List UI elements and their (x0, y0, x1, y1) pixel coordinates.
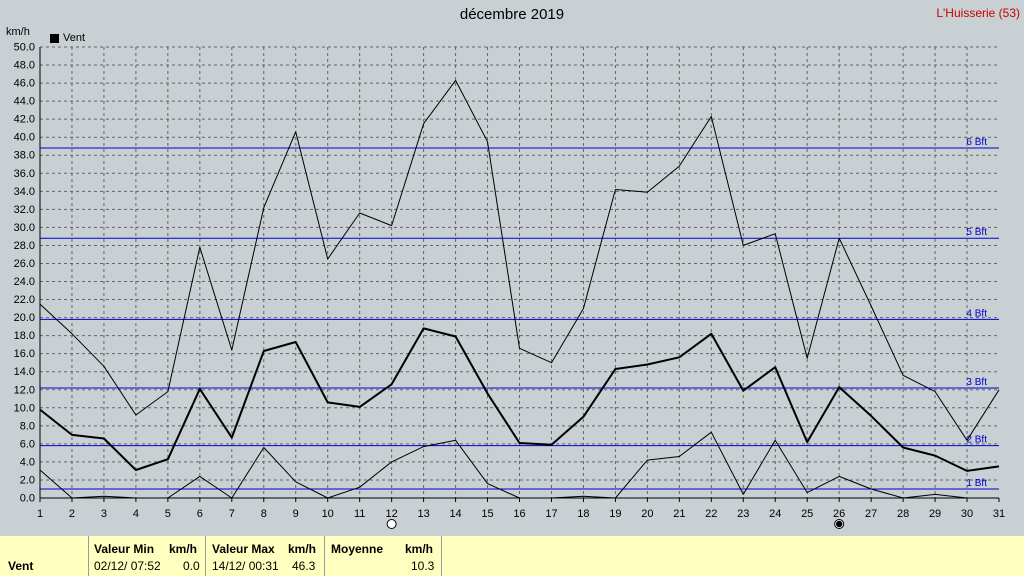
plot-area (40, 47, 999, 498)
y-tick-label: 22.0 (14, 294, 35, 306)
x-tick-label: 30 (961, 508, 973, 520)
y-tick-label: 12.0 (14, 384, 35, 396)
y-tick-label: 44.0 (14, 96, 35, 108)
x-tick-label: 12 (386, 508, 398, 520)
series-line-mean (39, 327, 1000, 472)
beaufort-label: 3 Bft (966, 377, 987, 388)
beaufort-label: 2 Bft (966, 435, 987, 446)
x-tick-label: 29 (929, 508, 941, 520)
stats-mean-unit: km/h (405, 542, 434, 556)
stats-min-unit: km/h (169, 542, 198, 556)
y-tick-label: 26.0 (14, 258, 35, 270)
legend-swatch (50, 33, 59, 43)
beaufort-label: 1 Bft (966, 478, 987, 489)
x-tick-label: 5 (165, 508, 171, 520)
x-tick-label: 27 (865, 508, 877, 520)
stats-panel: Vent Valeur Min km/h 02/12/ 07:52 0.0 Va… (0, 536, 1024, 576)
stats-min-header: Valeur Min (94, 542, 155, 556)
series-line-min (39, 431, 999, 499)
stats-min-cell: Valeur Min km/h 02/12/ 07:52 0.0 (88, 536, 205, 576)
y-tick-label: 0.0 (20, 493, 35, 505)
y-tick-label: 48.0 (14, 60, 35, 72)
stats-mean-value: 10.3 (411, 559, 435, 573)
y-tick-label: 42.0 (14, 114, 35, 126)
y-tick-label: 40.0 (14, 132, 35, 144)
x-tick-label: 20 (641, 508, 653, 520)
wind-chart: 0.0 2.0 4.0 6.0 8.0 10.0 12.0 14.0 16.0 18.0 20.0 2… (14, 42, 1005, 529)
stats-max-unit: km/h (288, 542, 317, 556)
y-tick-label: 2.0 (20, 474, 35, 486)
x-tick-label: 31 (993, 508, 1005, 520)
y-tick-label: 30.0 (14, 222, 35, 234)
y-tick-label: 14.0 (14, 366, 35, 378)
y-tick-label: 6.0 (20, 438, 35, 450)
x-tick-label: 26 (833, 508, 845, 520)
x-tick-label: 18 (577, 508, 589, 520)
new-moon-icon-fill (835, 520, 843, 528)
x-tick-label: 1 (37, 508, 43, 520)
stats-max-time: 14/12/ 00:31 (212, 559, 279, 573)
y-tick-label: 32.0 (14, 204, 35, 216)
x-tick-label: 7 (229, 508, 235, 520)
x-tick-label: 4 (133, 508, 139, 520)
station-name: L'Huisserie (53) (936, 6, 1020, 20)
x-tick-label: 24 (769, 508, 781, 520)
y-tick-label: 34.0 (14, 186, 35, 198)
y-tick-label: 50.0 (14, 42, 35, 54)
x-tick-label: 21 (673, 508, 685, 520)
x-tick-label: 25 (801, 508, 813, 520)
chart-title: décembre 2019 (459, 6, 565, 23)
x-tick-label: 14 (449, 508, 461, 520)
x-tick-label: 28 (897, 508, 909, 520)
beaufort-label: 6 Bft (966, 137, 987, 148)
x-tick-label: 10 (322, 508, 334, 520)
y-tick-label: 38.0 (14, 150, 35, 162)
legend-label: Vent (63, 32, 86, 44)
stats-series-label: Vent (8, 559, 34, 573)
stats-min-value: 0.0 (183, 559, 200, 573)
y-tick-label: 4.0 (20, 456, 35, 468)
x-tick-label: 11 (354, 508, 365, 520)
x-tick-label: 3 (101, 508, 107, 520)
beaufort-label: 4 Bft (966, 308, 987, 319)
x-tick-label: 15 (481, 508, 493, 520)
legend: Vent (50, 32, 85, 44)
beaufort-label: 5 Bft (966, 227, 987, 238)
stats-max-value: 46.3 (292, 559, 316, 573)
stats-mean-cell: Moyenne km/h 10.3 (324, 536, 442, 576)
x-tick-label: 17 (545, 508, 557, 520)
stats-max-cell: Valeur Max km/h 14/12/ 00:31 46.3 (205, 536, 324, 576)
x-tick-label: 23 (737, 508, 749, 520)
full-moon-icon (386, 519, 397, 529)
x-tick-label: 22 (705, 508, 717, 520)
y-tick-label: 20.0 (14, 312, 35, 324)
y-axis-unit: km/h (6, 26, 30, 38)
x-tick-label: 16 (513, 508, 525, 520)
y-tick-label: 10.0 (14, 402, 35, 414)
x-tick-label: 2 (69, 508, 75, 520)
stats-min-time: 02/12/ 07:52 (94, 559, 161, 573)
stats-mean-header: Moyenne (331, 542, 384, 556)
series-line-max (39, 79, 1000, 441)
x-tick-label: 19 (609, 508, 621, 520)
y-tick-label: 36.0 (14, 168, 35, 180)
y-tick-label: 24.0 (14, 276, 35, 288)
y-tick-label: 46.0 (14, 78, 35, 90)
x-tick-label: 13 (417, 508, 429, 520)
stats-max-header: Valeur Max (212, 542, 275, 556)
y-tick-label: 8.0 (20, 420, 35, 432)
x-tick-label: 9 (293, 508, 299, 520)
y-tick-label: 28.0 (14, 240, 35, 252)
y-tick-label: 18.0 (14, 330, 35, 342)
y-tick-label: 16.0 (14, 348, 35, 360)
x-tick-label: 6 (197, 508, 203, 520)
x-tick-label: 8 (261, 508, 267, 520)
